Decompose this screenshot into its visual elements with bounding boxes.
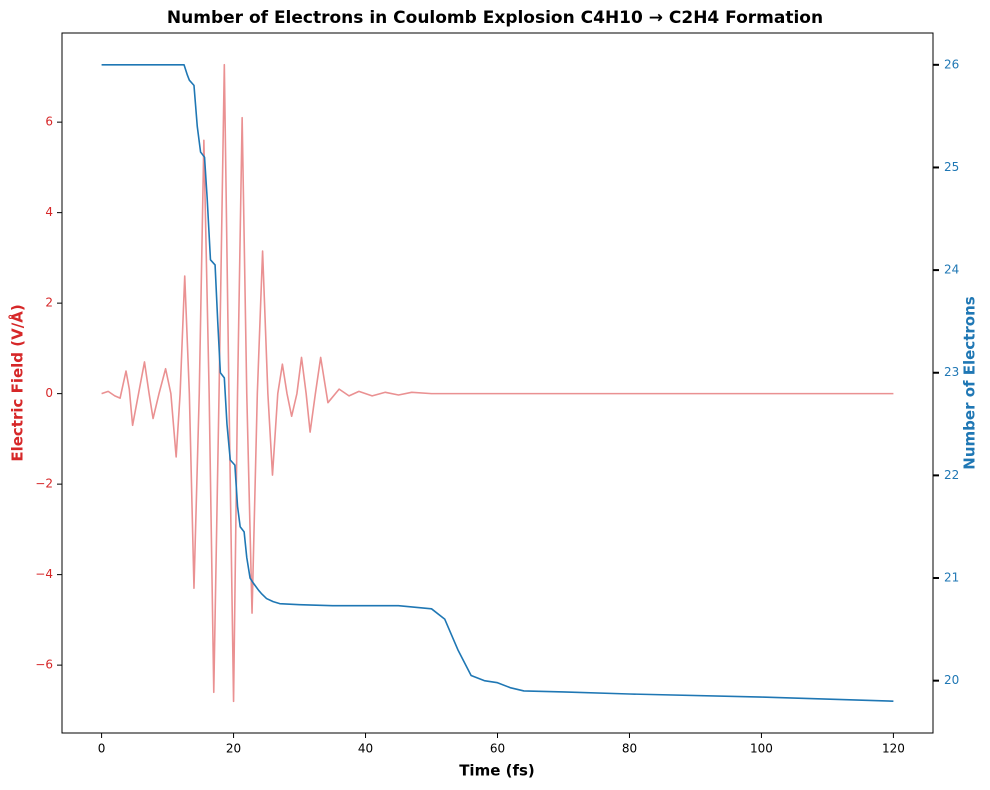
y2-tick-label: 26 — [944, 57, 959, 71]
y2-tick-label: 25 — [944, 160, 959, 174]
y2-tick-label: 24 — [944, 263, 959, 277]
data-line — [101, 64, 894, 702]
y2-axis-label: Number of Electrons — [961, 296, 979, 469]
y2-tick-label: 22 — [944, 468, 959, 482]
data-line — [101, 63, 894, 703]
y-tick-label: −2 — [35, 477, 53, 491]
plot-frame — [61, 32, 934, 734]
x-tick-label: 120 — [882, 742, 905, 756]
x-tick-label: 100 — [750, 742, 773, 756]
y2-tick-label: 21 — [944, 571, 959, 585]
x-tick-label: 20 — [226, 742, 241, 756]
x-tick-label: 40 — [358, 742, 373, 756]
y2-tick-label: 23 — [944, 365, 959, 379]
chart-title: Number of Electrons in Coulomb Explosion… — [167, 8, 823, 28]
x-tick-label: 0 — [98, 742, 106, 756]
y-tick-label: −4 — [35, 567, 53, 581]
x-axis-label: Time (fs) — [459, 762, 535, 780]
x-tick-label: 80 — [622, 742, 637, 756]
x-tick-label: 60 — [490, 742, 505, 756]
y2-tick-label: 20 — [944, 673, 959, 687]
y-tick-label: 4 — [45, 205, 53, 219]
y-tick-label: 0 — [45, 386, 53, 400]
y-tick-label: −6 — [35, 658, 53, 672]
y-axis-label: Electric Field (V/Å) — [8, 304, 27, 461]
y-tick-label: 2 — [45, 296, 53, 310]
y-tick-label: 6 — [45, 115, 53, 129]
